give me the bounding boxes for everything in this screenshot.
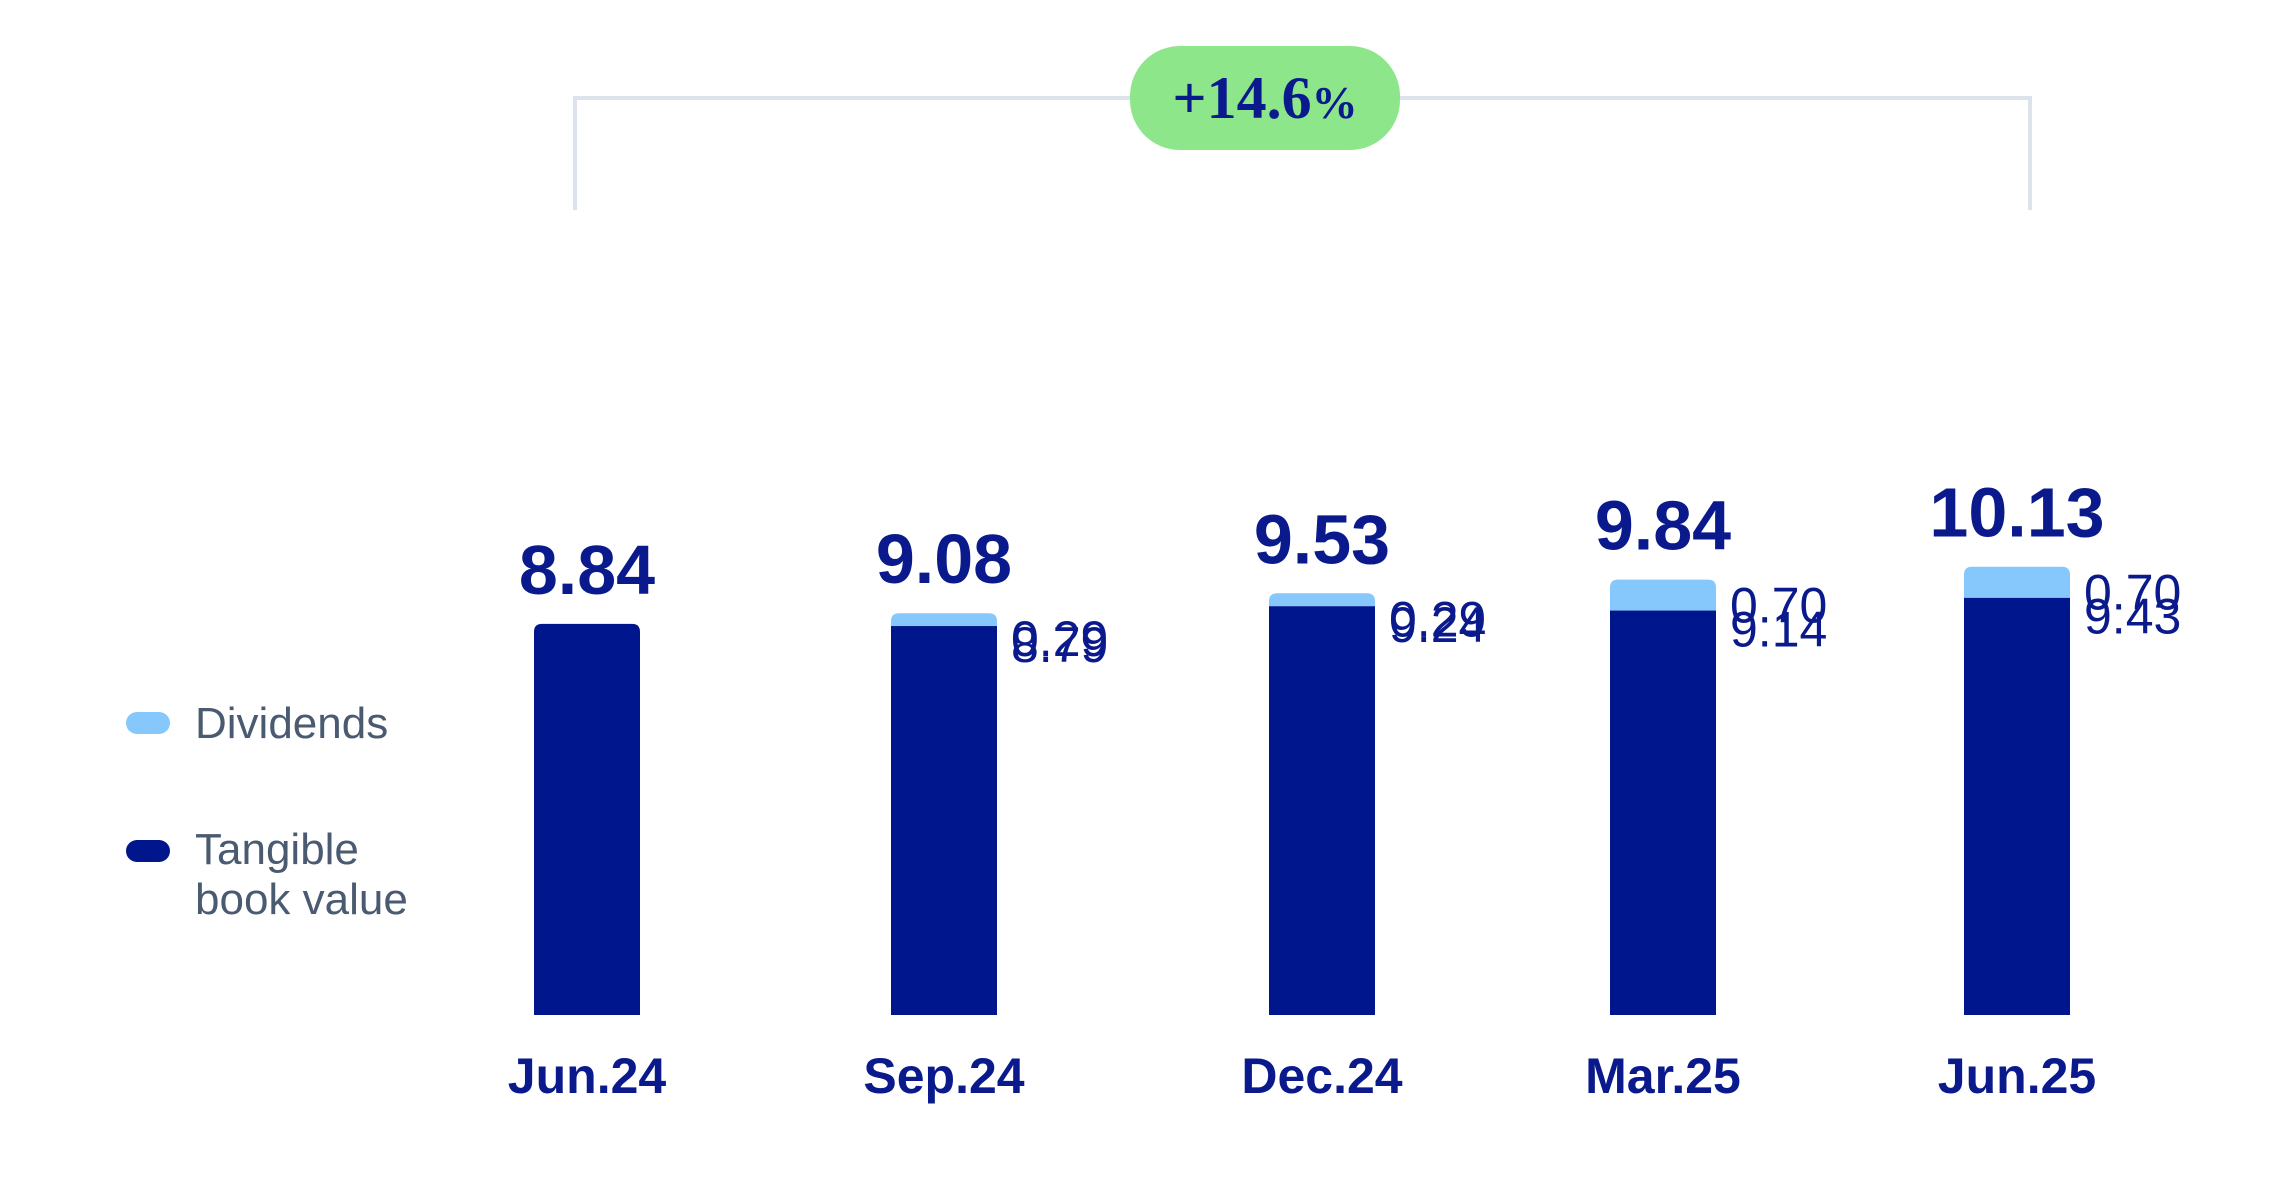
tangible-value-label-Mar.25: 9.14 xyxy=(1730,602,1827,658)
category-label-Jun.24: Jun.24 xyxy=(508,1048,667,1104)
category-label-Dec.24: Dec.24 xyxy=(1241,1048,1402,1104)
bar-tangible-Jun.24 xyxy=(534,623,640,1015)
tangible-value-label-Dec.24: 9.24 xyxy=(1389,597,1486,653)
tangible-value-label-Sep.24: 8.79 xyxy=(1011,617,1108,673)
bar-tangible-Sep.24 xyxy=(891,626,997,1015)
growth-badge xyxy=(1130,46,1400,150)
bar-tangible-Mar.25 xyxy=(1610,610,1716,1015)
growth-bracket: +14.6% xyxy=(573,46,2032,210)
growth-badge-label: +14.6% xyxy=(1172,65,1357,131)
dividends-value-label-Jun.25: 0.70 xyxy=(2084,565,2181,621)
category-label-Sep.24: Sep.24 xyxy=(863,1048,1024,1104)
total-label-Jun.25: 10.13 xyxy=(1929,474,2104,552)
tangible-value-label-Jun.25: 9.43 xyxy=(2084,589,2181,645)
bar-dividends-Mar.25 xyxy=(1610,579,1716,611)
legend-tangible-swatch xyxy=(126,840,170,862)
growth-percent-sign: % xyxy=(1312,77,1358,128)
bar-dividends-Dec.24 xyxy=(1269,593,1375,607)
growth-value: +14.6 xyxy=(1172,65,1311,131)
bars-group xyxy=(534,566,2070,1015)
labels-group: 8.84Jun.249.080.298.79Sep.249.530.299.24… xyxy=(508,474,2182,1104)
legend-tangible-label-line2: book value xyxy=(195,875,408,924)
legend-dividends-label: Dividends xyxy=(195,699,388,748)
dividends-value-label-Mar.25: 0.70 xyxy=(1730,578,1827,634)
bar-dividends-Jun.25 xyxy=(1964,566,2070,598)
legend-dividends-swatch xyxy=(126,712,170,734)
category-label-Jun.25: Jun.25 xyxy=(1938,1048,2096,1104)
legend: Dividends Tangible book value xyxy=(126,699,408,924)
total-label-Sep.24: 9.08 xyxy=(876,520,1012,598)
total-label-Jun.24: 8.84 xyxy=(519,531,655,609)
dividends-value-label-Sep.24: 0.29 xyxy=(1011,611,1108,667)
bar-tangible-Dec.24 xyxy=(1269,606,1375,1015)
bar-dividends-Sep.24 xyxy=(891,613,997,627)
total-label-Dec.24: 9.53 xyxy=(1254,500,1390,578)
legend-tangible-label: Tangible xyxy=(195,825,359,874)
bar-tangible-Jun.25 xyxy=(1964,597,2070,1015)
category-label-Mar.25: Mar.25 xyxy=(1585,1048,1741,1104)
total-label-Mar.25: 9.84 xyxy=(1595,487,1731,565)
dividends-value-label-Dec.24: 0.29 xyxy=(1389,591,1486,647)
